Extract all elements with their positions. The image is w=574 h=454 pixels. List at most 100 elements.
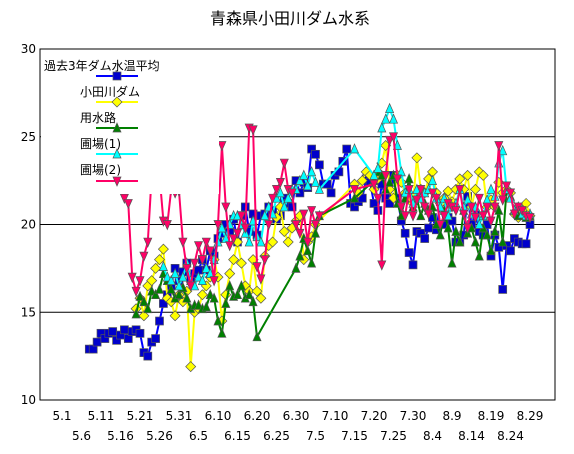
data-point: [385, 176, 395, 187]
data-point: [229, 234, 239, 245]
data-point: [151, 334, 160, 343]
data-point: [170, 267, 180, 278]
data-point: [388, 132, 399, 143]
data-point: [182, 264, 192, 275]
data-point: [217, 222, 227, 233]
data-point: [154, 254, 165, 266]
data-point: [396, 202, 406, 213]
data-point: [392, 174, 402, 185]
data-point: [349, 185, 360, 196]
data-point: [205, 246, 215, 257]
data-point: [131, 286, 141, 298]
legend-marker: [112, 176, 122, 187]
data-point: [174, 288, 184, 300]
data-point: [326, 188, 336, 198]
data-point: [408, 211, 418, 222]
data-point: [150, 262, 162, 274]
data-point: [307, 257, 317, 268]
data-point: [201, 301, 211, 312]
data-point: [388, 113, 399, 124]
data-point: [427, 188, 438, 199]
x-tick-label: 6.5: [189, 429, 208, 443]
data-point: [478, 211, 488, 222]
data-point: [232, 288, 243, 300]
data-point: [232, 228, 243, 240]
data-point: [303, 237, 313, 248]
data-point: [498, 195, 508, 206]
data-point: [205, 288, 215, 300]
data-point: [236, 280, 246, 291]
data-point: [443, 222, 453, 233]
data-point: [314, 183, 324, 194]
legend-box: [41, 50, 219, 194]
data-point: [157, 243, 169, 255]
x-tick-label: 5.26: [146, 429, 173, 443]
data-point: [221, 202, 231, 213]
legend-label: 用水路: [80, 110, 116, 125]
data-point: [135, 290, 145, 301]
data-point: [470, 236, 480, 247]
data-point: [131, 308, 141, 319]
data-point: [235, 257, 247, 269]
data-point: [248, 295, 258, 307]
y-tick-label: 15: [21, 305, 36, 319]
data-point: [377, 260, 387, 271]
data-point: [256, 236, 266, 247]
data-point: [268, 193, 278, 205]
data-point: [373, 162, 383, 173]
data-point: [420, 234, 430, 243]
data-point: [474, 193, 484, 205]
data-point: [138, 310, 150, 322]
data-point: [420, 202, 430, 213]
data-point: [201, 262, 211, 273]
y-axis: 10 15 20 25 30: [21, 42, 36, 407]
data-point: [287, 188, 297, 199]
series-5: [119, 123, 535, 298]
y-tick-label: 25: [21, 130, 36, 144]
y-tick-label: 10: [21, 393, 36, 407]
data-point: [525, 213, 535, 224]
x-tick-label: 7.20: [361, 409, 388, 423]
x-tick-label: 7.5: [306, 429, 325, 443]
data-point: [271, 185, 282, 196]
data-point: [193, 271, 204, 282]
data-point: [252, 262, 262, 273]
data-point: [225, 241, 235, 252]
data-point: [119, 193, 129, 205]
x-tick-label: 7.15: [341, 429, 368, 443]
data-point: [404, 173, 414, 184]
data-point: [451, 225, 461, 236]
data-point: [482, 202, 492, 213]
data-point: [299, 169, 309, 180]
data-point: [482, 229, 492, 240]
data-point: [291, 220, 301, 231]
x-tick-label: 8.24: [497, 429, 524, 443]
data-point: [521, 239, 531, 249]
data-point: [466, 202, 477, 213]
data-point: [439, 211, 449, 222]
data-point: [295, 174, 305, 185]
data-point: [158, 260, 168, 271]
data-point: [455, 185, 465, 196]
data-point: [139, 295, 149, 307]
data-point: [404, 248, 414, 257]
data-point: [139, 251, 149, 262]
data-point: [197, 274, 207, 286]
legend-label: 小田川ダム: [80, 84, 140, 99]
chart-title: 青森県小田川ダム水系: [210, 9, 370, 28]
x-tick-label: 5.1: [52, 409, 71, 423]
y-tick-label: 30: [21, 42, 36, 56]
data-point: [303, 180, 313, 191]
legend-marker: [112, 148, 122, 159]
x-axis: 5.1 5.11 5.21 5.31 6.10 6.20 6.30 7.10 7.20 7.30 8…: [52, 409, 543, 443]
data-point: [377, 122, 387, 133]
x-tick-label: 8.29: [517, 409, 544, 423]
data-point: [447, 257, 457, 268]
data-point: [120, 325, 129, 335]
data-point: [385, 102, 395, 114]
data-point: [123, 199, 133, 210]
x-tick-label: 5.11: [88, 409, 115, 423]
data-point: [260, 255, 270, 266]
x-tick-label: 6.30: [283, 409, 310, 423]
